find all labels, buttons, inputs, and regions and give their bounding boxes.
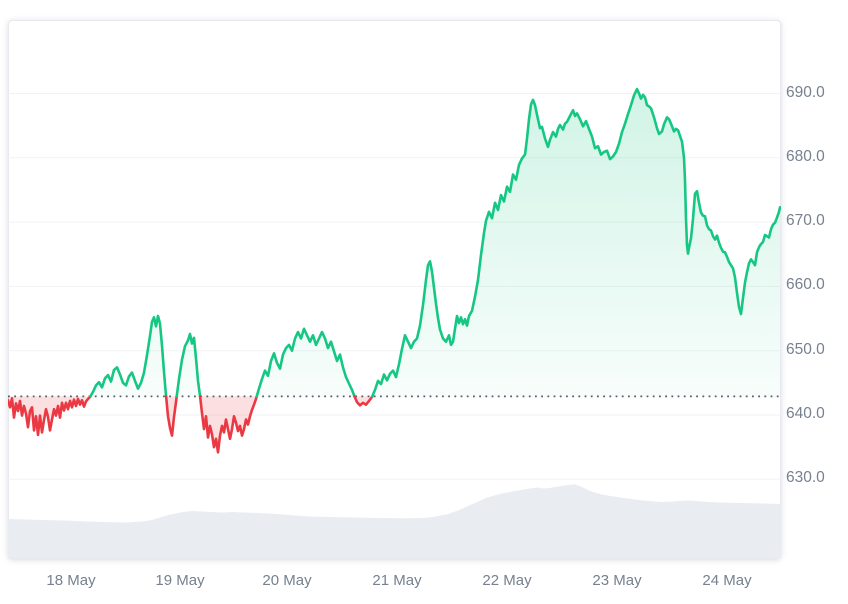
price-line-up [175, 332, 202, 398]
x-axis-label: 21 May [372, 572, 422, 589]
x-axis-label: 20 May [262, 572, 312, 589]
price-fill-down [8, 396, 91, 435]
price-chart[interactable] [8, 20, 781, 559]
volume-area [8, 484, 781, 558]
price-fill-down [200, 396, 257, 453]
price-fill-up [90, 316, 167, 397]
price-line-up [371, 87, 781, 398]
price-line-up [89, 314, 168, 398]
y-axis-tick: 670.0 [786, 212, 825, 230]
x-axis-label: 22 May [482, 572, 532, 589]
y-axis-tick: 650.0 [786, 340, 825, 358]
price-fill-up [372, 89, 780, 397]
price-line-up [255, 327, 356, 398]
price-line-down [8, 395, 92, 437]
y-axis-tick: 640.0 [786, 405, 825, 422]
x-axis-label: 18 May [46, 572, 96, 589]
price-chart-card [8, 20, 781, 559]
price-line-down [164, 395, 178, 437]
x-axis-labels: 18 May 19 May 20 May 21 May 22 May 23 May 24 M… [0, 570, 848, 594]
price-fill-down [166, 396, 177, 436]
y-axis-tick: 690.0 [786, 83, 825, 101]
price-line-down [198, 395, 258, 454]
x-axis-label: 19 May [155, 572, 205, 589]
price-line-down [353, 395, 374, 407]
y-axis-labels: 690.0 680.0 670.0 660.0 650.0 640.0 630.0 [786, 0, 846, 604]
x-axis-label: 23 May [592, 572, 642, 589]
y-axis-tick: 630.0 [786, 469, 825, 487]
x-axis-label: 24 May [702, 572, 752, 589]
y-axis-tick: 680.0 [786, 147, 825, 165]
y-axis-tick: 660.0 [786, 276, 825, 294]
